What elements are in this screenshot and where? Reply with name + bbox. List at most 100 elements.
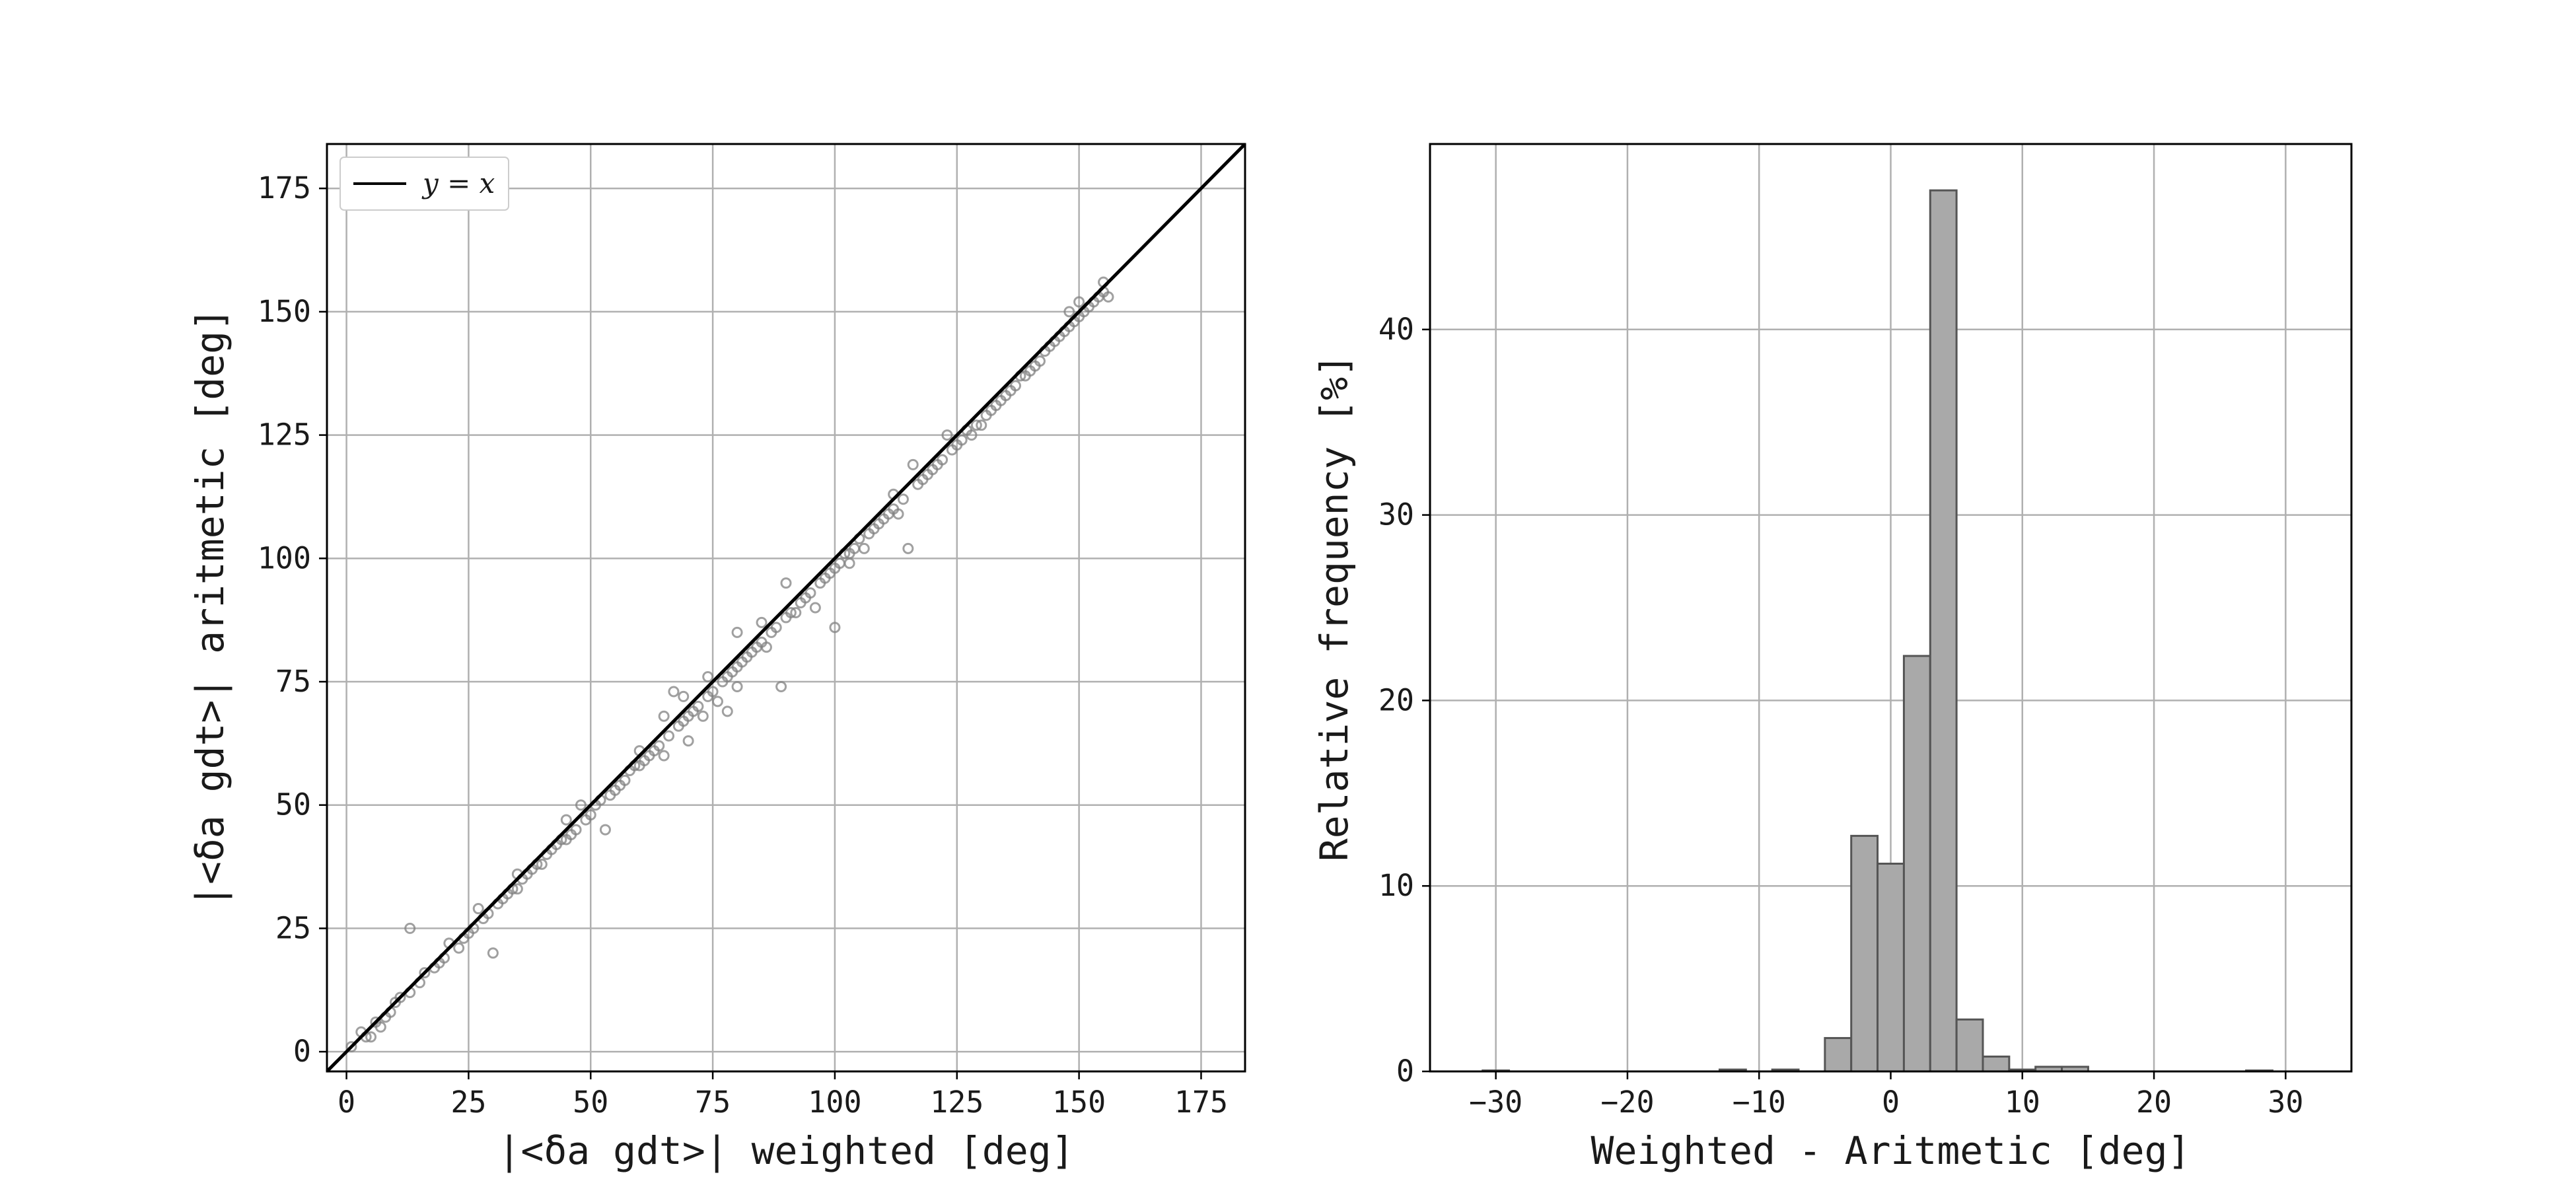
histogram-x-tick-label: 30	[2268, 1085, 2303, 1120]
scatter-point	[419, 967, 431, 979]
scatter-point	[937, 454, 948, 466]
scatter-frame	[326, 143, 1246, 1073]
histogram-x-axis-label: Weighted - Aritmetic [deg]	[1591, 1128, 2191, 1173]
scatter-x-tick-label: 175	[1174, 1085, 1228, 1120]
scatter-point	[829, 622, 841, 633]
histogram-x-tick-label: 10	[2005, 1085, 2040, 1120]
scatter-point	[1019, 370, 1031, 382]
scatter-point	[404, 922, 416, 934]
scatter-y-tick-label: 150	[258, 294, 311, 329]
scatter-point	[780, 577, 792, 589]
histogram-frame	[1429, 143, 2353, 1073]
scatter-point	[897, 493, 909, 505]
histogram-x-tick-label: −20	[1600, 1085, 1654, 1120]
scatter-point	[824, 567, 836, 579]
scatter-point	[702, 671, 714, 683]
scatter-point	[394, 991, 406, 1003]
histogram-bar	[1824, 1036, 1853, 1073]
scatter-point	[365, 1031, 377, 1043]
scatter-x-tick-label: 75	[695, 1085, 731, 1120]
scatter-y-tick-label: 0	[293, 1034, 311, 1069]
histogram-y-tick-label: 0	[1396, 1054, 1414, 1089]
scatter-point	[702, 690, 714, 702]
histogram-bar	[1850, 834, 1879, 1073]
scatter-point	[658, 710, 670, 722]
scatter-point	[882, 508, 894, 520]
scatter-point	[487, 947, 499, 959]
scatter-point	[995, 394, 1007, 406]
scatter-point	[697, 710, 709, 722]
histogram-y-tick-label: 10	[1378, 868, 1414, 903]
scatter-ticks: 0 25 50 75 100 125 150 175 0 25 50 75 100 125 150 175	[258, 170, 1228, 1120]
legend-entry-label: y = x	[421, 167, 495, 199]
scatter-point	[756, 616, 768, 628]
histogram-bar	[1877, 863, 1905, 1073]
scatter-point	[1063, 306, 1075, 318]
scatter-point	[472, 903, 484, 915]
scatter-y-tick-label: 25	[275, 910, 311, 945]
scatter-point	[658, 750, 670, 762]
scatter-x-tick-label: 50	[573, 1085, 608, 1120]
scatter-point	[711, 696, 723, 707]
scatter-reference-line	[326, 143, 1246, 1073]
scatter-point	[560, 814, 572, 826]
scatter-x-tick-label: 0	[338, 1085, 355, 1120]
scatter-point	[907, 458, 919, 470]
histogram-y-tick-label: 40	[1378, 312, 1414, 347]
scatter-point	[580, 814, 592, 826]
scatter-legend: y = x	[340, 157, 509, 211]
histogram-x-tick-label: 0	[1882, 1085, 1900, 1120]
scatter-point	[751, 641, 763, 653]
histogram-y-tick-label: 20	[1378, 682, 1414, 717]
scatter-x-tick-label: 100	[808, 1085, 861, 1120]
scatter-point	[1010, 380, 1021, 392]
scatter-point	[775, 680, 787, 692]
scatter-point	[511, 883, 523, 895]
scatter-point	[453, 942, 465, 954]
histogram-ticks: −30 −20 −10 0 10 20 30 0 10 20 30 40	[1378, 312, 2304, 1120]
scatter-point	[575, 799, 587, 811]
scatter-point	[736, 656, 748, 668]
scatter-y-tick-label: 175	[258, 170, 311, 205]
histogram-bar	[1955, 1018, 1984, 1073]
scatter-point	[1102, 291, 1114, 303]
scatter-y-tick-label: 125	[258, 417, 311, 452]
scatter-point	[604, 789, 616, 801]
scatter-point	[941, 429, 953, 441]
scatter-point	[614, 779, 626, 791]
scatter-point	[1073, 296, 1085, 308]
scatter-y-tick-label: 100	[258, 540, 311, 575]
scatter-point	[834, 558, 845, 569]
scatter-point	[663, 730, 675, 742]
scatter-point	[599, 824, 611, 836]
scatter-point	[639, 755, 651, 767]
scatter-point	[682, 735, 694, 747]
scatter-point	[727, 666, 738, 678]
histogram-bar	[1982, 1056, 2011, 1073]
reference-line-y-equals-x	[326, 143, 1246, 1073]
legend-box	[340, 157, 509, 211]
histogram-bar	[1902, 655, 1931, 1073]
scatter-point	[800, 592, 812, 604]
histogram-y-tick-label: 30	[1378, 497, 1414, 532]
scatter-x-tick-label: 125	[930, 1085, 984, 1120]
scatter-point	[858, 542, 870, 554]
histogram-x-tick-label: −10	[1733, 1085, 1786, 1120]
scatter-point	[648, 745, 660, 757]
scatter-point	[976, 419, 987, 431]
scatter-panel: 0 25 50 75 100 125 150 175 0 25 50 75 100 125 150 175 y…	[188, 143, 1246, 1173]
scatter-point	[809, 602, 821, 614]
scatter-point	[843, 548, 855, 559]
scatter-grid	[327, 144, 1245, 1071]
scatter-point	[668, 686, 680, 698]
scatter-point	[678, 690, 690, 702]
scatter-point	[785, 606, 797, 618]
scatter-point	[731, 680, 743, 692]
histogram-bar	[1929, 189, 1958, 1073]
scatter-y-axis-label: |<δa gdt>| aritmetic [deg]	[188, 308, 233, 908]
scatter-point	[375, 1021, 386, 1033]
histogram-bars	[1482, 189, 2273, 1073]
scatter-x-tick-label: 25	[450, 1085, 486, 1120]
histogram-panel: −30 −20 −10 0 10 20 30 0 10 20 30 40 Weighted - Ari…	[1312, 143, 2353, 1173]
